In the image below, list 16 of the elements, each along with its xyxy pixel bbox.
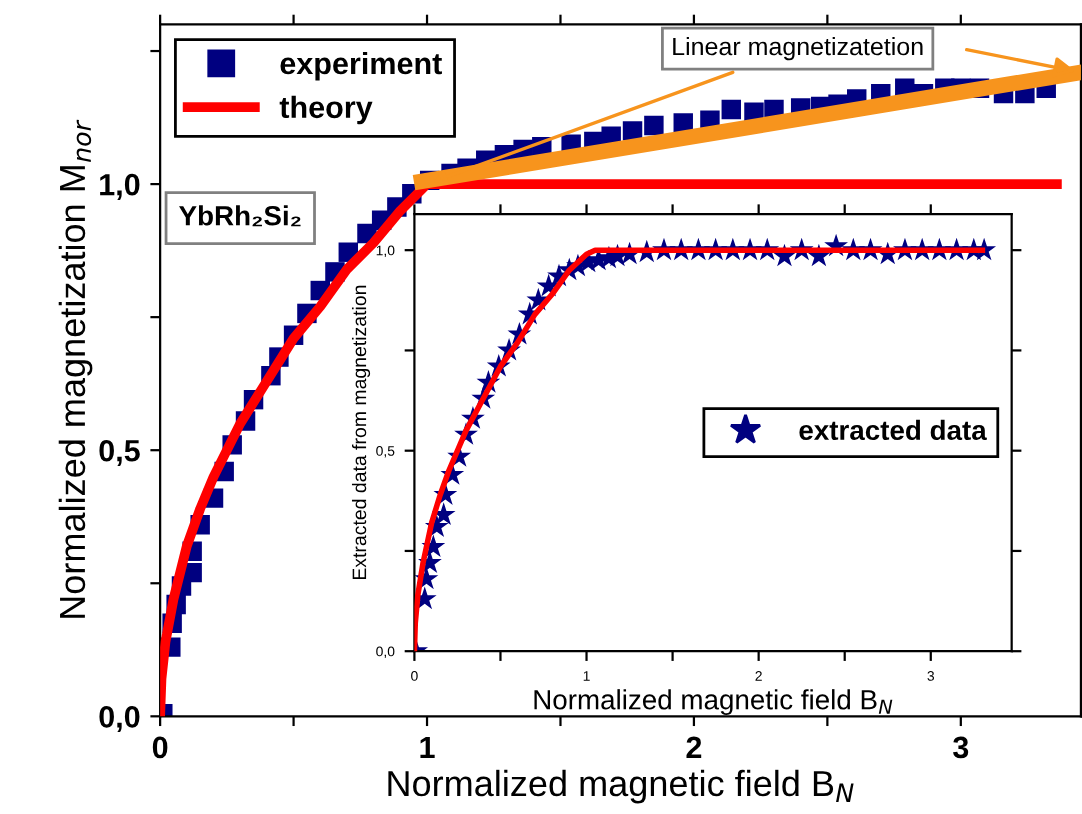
x-tick-label: 1 <box>420 736 435 758</box>
annotation: Linear magnetizatetion <box>673 36 923 61</box>
legend-label: extracted data <box>799 419 987 441</box>
x-tick-label: 2 <box>686 736 702 758</box>
x-axis-title: Normalized magnetic field B$_{N}$ <box>534 689 893 716</box>
x-axis-title: Normalized magnetic field B$_{N}$ <box>388 769 854 804</box>
y-axis-title: Normalized magnetization M$_{nor}$ <box>58 119 93 618</box>
annotation: YbRh₂Si₂ <box>179 205 301 227</box>
legend-label: theory <box>279 95 373 125</box>
y-tick-label: 0,0 <box>99 706 140 733</box>
legend-label: experiment <box>280 51 442 81</box>
y-axis-title: Extracted data from magnetization <box>351 285 371 580</box>
y-tick-label: 1,0 <box>100 173 140 200</box>
x-tick-label: 0 <box>152 736 168 759</box>
x-tick-label: 3 <box>953 736 969 759</box>
y-tick-label: 0,5 <box>99 439 140 467</box>
